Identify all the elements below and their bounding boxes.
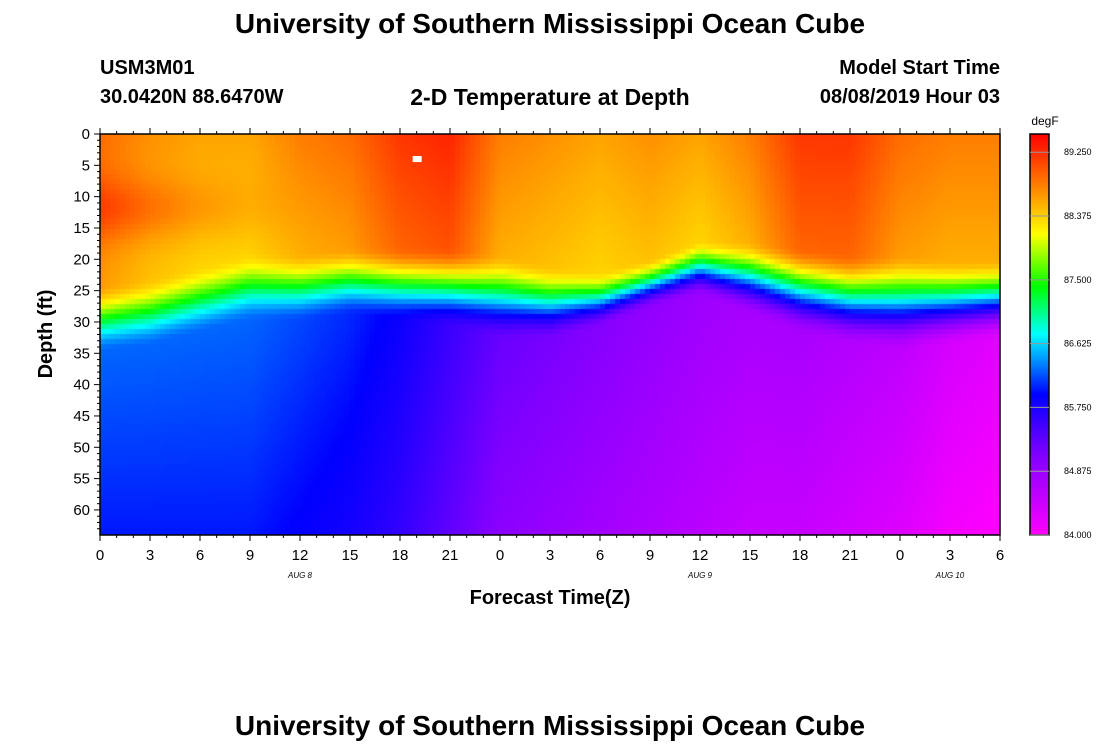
- date-label: AUG 10: [935, 571, 965, 580]
- surface-max-marker: [412, 156, 422, 163]
- y-tick-label: 60: [73, 502, 90, 519]
- model-start-value: 08/08/2019 Hour 03: [819, 86, 1000, 108]
- y-tick-label: 50: [73, 439, 90, 456]
- x-tick-label: 21: [442, 547, 459, 564]
- x-tick-label: 12: [692, 547, 709, 564]
- x-tick-label: 3: [946, 547, 954, 564]
- station-coords: 30.0420N 88.6470W: [100, 86, 284, 108]
- y-tick-label: 10: [73, 189, 90, 206]
- plot-title: 2-D Temperature at Depth: [410, 84, 690, 110]
- x-tick-label: 0: [96, 547, 104, 564]
- x-tick-label: 15: [342, 547, 359, 564]
- y-tick-label: 0: [82, 126, 90, 143]
- y-tick-label: 40: [73, 377, 90, 394]
- colorbar-unit: degF: [1031, 114, 1058, 128]
- date-label: AUG 8: [287, 571, 313, 580]
- x-tick-label: 6: [996, 547, 1004, 564]
- x-tick-label: 3: [546, 547, 554, 564]
- x-tick-label: 6: [196, 547, 204, 564]
- x-tick-label: 0: [896, 547, 904, 564]
- y-tick-label: 55: [73, 471, 90, 488]
- heatmap-field: [100, 134, 1000, 535]
- colorbar: [1029, 133, 1050, 536]
- station-id: USM3M01: [100, 57, 195, 79]
- x-tick-label: 9: [646, 547, 654, 564]
- x-tick-label: 12: [292, 547, 309, 564]
- y-tick-label: 5: [82, 157, 90, 174]
- colorbar-label: 84.875: [1064, 466, 1092, 476]
- colorbar-label: 85.750: [1064, 402, 1092, 412]
- date-label: AUG 9: [687, 571, 713, 580]
- y-tick-label: 30: [73, 314, 90, 331]
- x-tick-label: 18: [392, 547, 409, 564]
- colorbar-scale: 89.250 88.375 87.500 86.625 85.750 84.875 84.0…: [1030, 147, 1092, 540]
- y-tick-label: 45: [73, 408, 90, 425]
- x-tick-label: 18: [792, 547, 809, 564]
- x-tick-label: 9: [246, 547, 254, 564]
- colorbar-label: 84.000: [1064, 530, 1092, 540]
- y-axis: 0 5 10 15 20 25 30 35 40 45 50 55 60: [73, 126, 100, 530]
- colorbar-label: 88.375: [1064, 211, 1092, 221]
- y-tick-label: 20: [73, 251, 90, 268]
- x-tick-label: 0: [496, 547, 504, 564]
- date-labels: AUG 8 AUG 9 AUG 10: [287, 571, 965, 580]
- y-tick-label: 35: [73, 345, 90, 362]
- y-tick-label: 25: [73, 283, 90, 300]
- x-tick-label: 6: [596, 547, 604, 564]
- x-axis: 0 3 6 9 12 15 18 21 0 3 6 9 12 15 18 21 0 3 6: [96, 128, 1004, 564]
- x-tick-label: 3: [146, 547, 154, 564]
- model-start-label: Model Start Time: [839, 57, 1000, 79]
- colorbar-label: 89.250: [1064, 147, 1092, 157]
- y-tick-label: 15: [73, 220, 90, 237]
- x-tick-label: 21: [842, 547, 859, 564]
- page-title-bottom: University of Southern Mississippi Ocean…: [234, 710, 866, 741]
- y-axis-title: Depth (ft): [35, 290, 57, 379]
- x-axis-title: Forecast Time(Z): [470, 587, 631, 609]
- colorbar-label: 87.500: [1064, 275, 1092, 285]
- page-title-top: University of Southern Mississippi Ocean…: [234, 8, 866, 39]
- colorbar-label: 86.625: [1064, 339, 1092, 349]
- x-tick-label: 15: [742, 547, 759, 564]
